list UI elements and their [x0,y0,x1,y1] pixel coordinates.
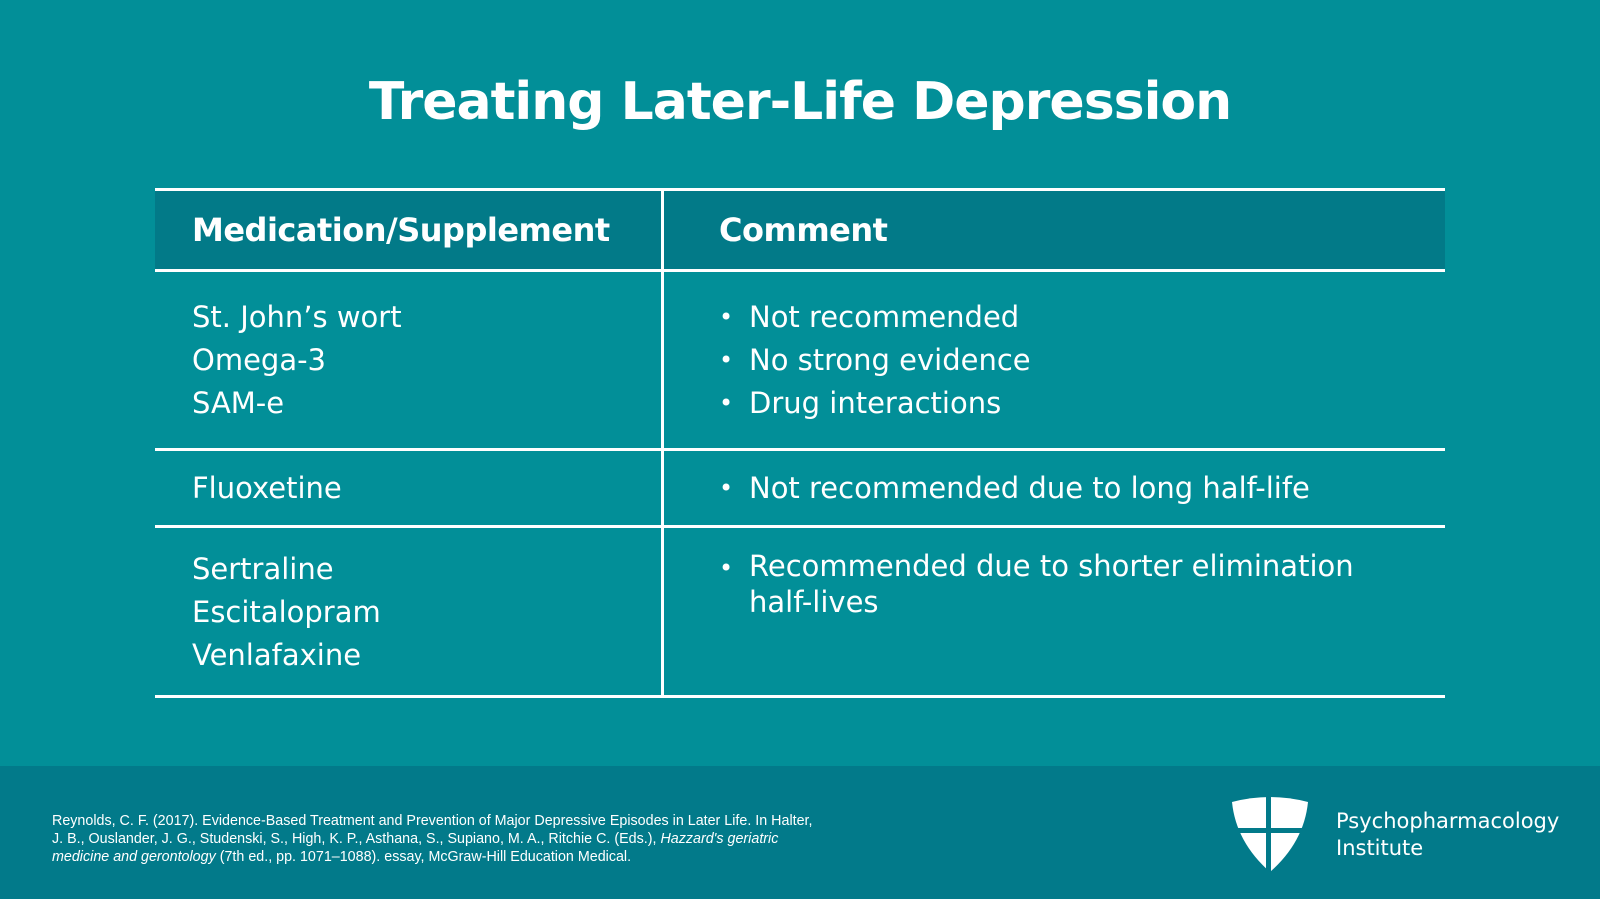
comment-item: • No strong evidence [719,339,1445,382]
bullet-icon: • [719,302,734,331]
shield-cross-icon [1230,794,1310,874]
medication-item: Venlafaxine [192,638,362,672]
table-row: Fluoxetine • Not recommended due to long … [155,451,1445,528]
medication-cell: St. John’s wort Omega-3 SAM-e [155,272,664,448]
bullet-icon: • [719,345,734,374]
footer: Reynolds, C. F. (2017). Evidence-Based T… [0,766,1600,899]
bullet-icon: • [719,554,734,582]
bullet-icon: • [719,474,734,502]
comment-cell: • Recommended due to shorter elimination … [664,528,1445,695]
medication-item: Escitalopram [192,595,381,629]
comment-item: • Drug interactions [719,382,1445,425]
medication-item: Fluoxetine [192,470,342,505]
header-medication: Medication/Supplement [155,191,664,269]
medication-cell: Fluoxetine [155,451,664,525]
table-row: St. John’s wort Omega-3 SAM-e • Not recom… [155,272,1445,451]
table-header-row: Medication/Supplement Comment [155,191,1445,272]
medication-item: St. John’s wort [192,299,402,334]
page-title: Treating Later-Life Depression [368,72,1232,132]
table-row: Sertraline Escitalopram Venlafaxine • Rec… [155,528,1445,698]
medication-item: SAM-e [192,385,285,420]
comment-cell: • Not recommended due to long half-life [664,451,1445,525]
medication-item: Omega-3 [192,342,327,377]
comment-item: • Not recommended due to long half-life [719,468,1445,508]
comment-item: • Not recommended [719,296,1445,339]
medication-item: Sertraline [192,552,334,586]
bullet-icon: • [719,388,734,417]
medication-cell: Sertraline Escitalopram Venlafaxine [155,528,664,695]
citation: Reynolds, C. F. (2017). Evidence-Based T… [52,813,813,865]
header-comment: Comment [719,211,888,249]
comment-cell: • Not recommended • No strong evidence • Dr… [664,272,1445,448]
comment-item: • Recommended due to shorter elimination … [719,549,1354,619]
medication-table: Medication/Supplement Comment St. John’s… [155,188,1445,698]
logo-text: Psychopharmacology Institute [1336,809,1560,860]
